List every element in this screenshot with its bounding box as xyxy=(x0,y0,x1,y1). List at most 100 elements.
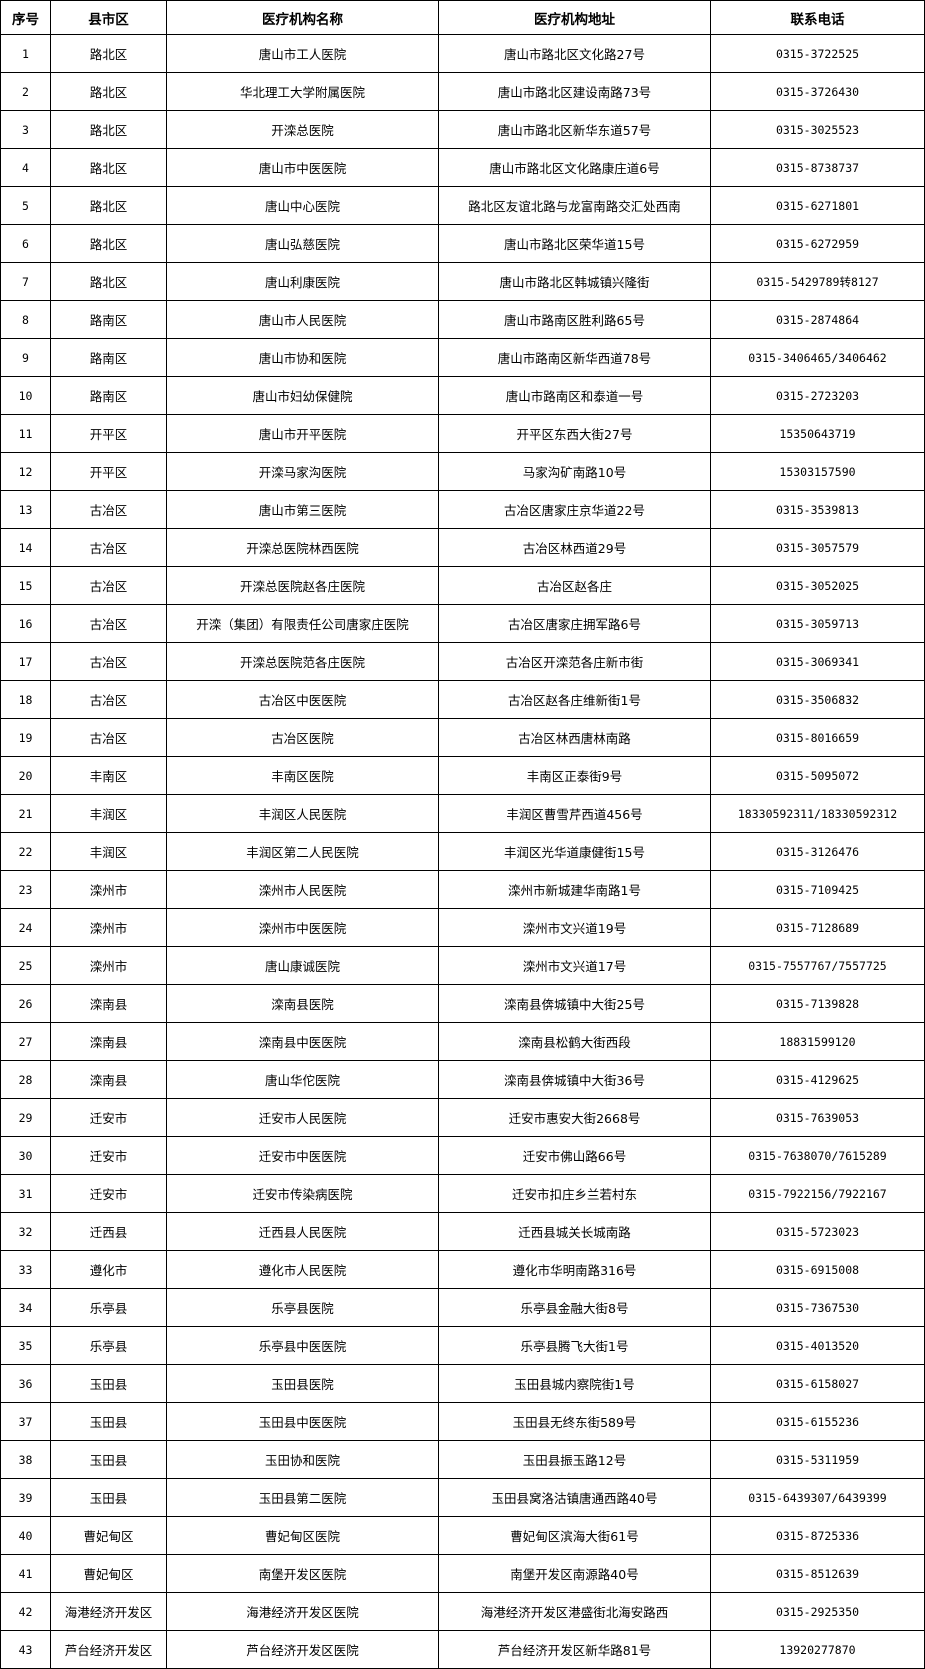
table-row: 20 丰南区 丰南区医院 丰南区正泰街9号 0315-5095072 xyxy=(0,756,925,795)
cell-district: 玉田县 xyxy=(50,1402,167,1441)
table-row: 12 开平区 开滦马家沟医院 马家沟矿南路10号 15303157590 xyxy=(0,452,925,491)
cell-address: 玉田县无终东街589号 xyxy=(438,1402,711,1441)
cell-district: 开平区 xyxy=(50,414,167,453)
cell-name: 唐山市中医医院 xyxy=(166,148,439,187)
cell-address: 玉田县振玉路12号 xyxy=(438,1440,711,1479)
cell-address: 唐山市路南区胜利路65号 xyxy=(438,300,711,339)
cell-phone: 0315-7922156/7922167 xyxy=(710,1174,925,1213)
table-row: 13 古冶区 唐山市第三医院 古冶区唐家庄京华道22号 0315-3539813 xyxy=(0,490,925,529)
cell-address: 滦南县松鹤大街西段 xyxy=(438,1022,711,1061)
cell-address: 古冶区赵各庄 xyxy=(438,566,711,605)
table-row: 28 滦南县 唐山华佗医院 滦南县倴城镇中大街36号 0315-4129625 xyxy=(0,1060,925,1099)
cell-phone: 0315-7128689 xyxy=(710,908,925,947)
cell-phone: 0315-7639053 xyxy=(710,1098,925,1137)
cell-district: 玉田县 xyxy=(50,1364,167,1403)
cell-name: 迁安市人民医院 xyxy=(166,1098,439,1137)
table-row: 18 古冶区 古冶区中医医院 古冶区赵各庄维新街1号 0315-3506832 xyxy=(0,680,925,719)
cell-name: 丰南区医院 xyxy=(166,756,439,795)
cell-phone: 0315-2874864 xyxy=(710,300,925,339)
cell-no: 6 xyxy=(0,224,51,263)
cell-phone: 0315-8016659 xyxy=(710,718,925,757)
table-row: 23 滦州市 滦州市人民医院 滦州市新城建华南路1号 0315-7109425 xyxy=(0,870,925,909)
cell-district: 路北区 xyxy=(50,186,167,225)
cell-address: 唐山市路北区韩城镇兴隆街 xyxy=(438,262,711,301)
header-district: 县市区 xyxy=(50,0,167,35)
cell-district: 玉田县 xyxy=(50,1440,167,1479)
cell-district: 古冶区 xyxy=(50,528,167,567)
cell-no: 37 xyxy=(0,1402,51,1441)
cell-phone: 0315-6271801 xyxy=(710,186,925,225)
cell-name: 滦南县医院 xyxy=(166,984,439,1023)
table-row: 40 曹妃甸区 曹妃甸区医院 曹妃甸区滨海大街61号 0315-8725336 xyxy=(0,1516,925,1555)
cell-no: 14 xyxy=(0,528,51,567)
cell-no: 9 xyxy=(0,338,51,377)
cell-district: 海港经济开发区 xyxy=(50,1592,167,1631)
cell-phone: 0315-8725336 xyxy=(710,1516,925,1555)
table-row: 32 迁西县 迁西县人民医院 迁西县城关长城南路 0315-5723023 xyxy=(0,1212,925,1251)
cell-phone: 0315-3069341 xyxy=(710,642,925,681)
cell-phone: 0315-3726430 xyxy=(710,72,925,111)
cell-name: 唐山市第三医院 xyxy=(166,490,439,529)
cell-district: 滦南县 xyxy=(50,1060,167,1099)
cell-address: 丰润区曹雪芹西道456号 xyxy=(438,794,711,833)
cell-no: 15 xyxy=(0,566,51,605)
cell-name: 唐山市妇幼保健院 xyxy=(166,376,439,415)
cell-address: 滦州市文兴道17号 xyxy=(438,946,711,985)
cell-no: 30 xyxy=(0,1136,51,1175)
cell-address: 曹妃甸区滨海大街61号 xyxy=(438,1516,711,1555)
cell-name: 华北理工大学附属医院 xyxy=(166,72,439,111)
cell-district: 开平区 xyxy=(50,452,167,491)
table-row: 35 乐亭县 乐亭县中医医院 乐亭县腾飞大街1号 0315-4013520 xyxy=(0,1326,925,1365)
table-row: 16 古冶区 开滦（集团）有限责任公司唐家庄医院 古冶区唐家庄拥军路6号 0315-30… xyxy=(0,604,925,643)
cell-address: 马家沟矿南路10号 xyxy=(438,452,711,491)
cell-no: 32 xyxy=(0,1212,51,1251)
cell-no: 43 xyxy=(0,1630,51,1669)
table-row: 41 曹妃甸区 南堡开发区医院 南堡开发区南源路40号 0315-8512639 xyxy=(0,1554,925,1593)
cell-no: 16 xyxy=(0,604,51,643)
cell-no: 4 xyxy=(0,148,51,187)
cell-district: 丰润区 xyxy=(50,794,167,833)
cell-phone: 0315-3025523 xyxy=(710,110,925,149)
cell-no: 21 xyxy=(0,794,51,833)
cell-phone: 0315-3059713 xyxy=(710,604,925,643)
cell-phone: 0315-3506832 xyxy=(710,680,925,719)
cell-address: 芦台经济开发区新华路81号 xyxy=(438,1630,711,1669)
cell-no: 26 xyxy=(0,984,51,1023)
cell-address: 南堡开发区南源路40号 xyxy=(438,1554,711,1593)
cell-no: 5 xyxy=(0,186,51,225)
cell-no: 34 xyxy=(0,1288,51,1327)
cell-no: 13 xyxy=(0,490,51,529)
cell-phone: 0315-7557767/7557725 xyxy=(710,946,925,985)
cell-no: 17 xyxy=(0,642,51,681)
cell-no: 12 xyxy=(0,452,51,491)
cell-no: 38 xyxy=(0,1440,51,1479)
cell-name: 开滦马家沟医院 xyxy=(166,452,439,491)
table-row: 7 路北区 唐山利康医院 唐山市路北区韩城镇兴隆街 0315-5429789转8127 xyxy=(0,262,925,301)
table-row: 17 古冶区 开滦总医院范各庄医院 古冶区开滦范各庄新市街 0315-3069341 xyxy=(0,642,925,681)
cell-no: 2 xyxy=(0,72,51,111)
cell-address: 唐山市路南区和泰道一号 xyxy=(438,376,711,415)
cell-no: 24 xyxy=(0,908,51,947)
cell-address: 丰润区光华道康健街15号 xyxy=(438,832,711,871)
cell-district: 古冶区 xyxy=(50,718,167,757)
cell-district: 芦台经济开发区 xyxy=(50,1630,167,1669)
cell-phone: 15350643719 xyxy=(710,414,925,453)
table-row: 34 乐亭县 乐亭县医院 乐亭县金融大街8号 0315-7367530 xyxy=(0,1288,925,1327)
cell-no: 11 xyxy=(0,414,51,453)
table-row: 36 玉田县 玉田县医院 玉田县城内察院街1号 0315-6158027 xyxy=(0,1364,925,1403)
cell-district: 古冶区 xyxy=(50,680,167,719)
cell-phone: 0315-5311959 xyxy=(710,1440,925,1479)
cell-phone: 0315-7109425 xyxy=(710,870,925,909)
cell-district: 遵化市 xyxy=(50,1250,167,1289)
cell-name: 曹妃甸区医院 xyxy=(166,1516,439,1555)
cell-district: 丰南区 xyxy=(50,756,167,795)
cell-name: 玉田协和医院 xyxy=(166,1440,439,1479)
cell-district: 迁西县 xyxy=(50,1212,167,1251)
cell-no: 3 xyxy=(0,110,51,149)
table-row: 9 路南区 唐山市协和医院 唐山市路南区新华西道78号 0315-3406465/340… xyxy=(0,338,925,377)
table-row: 1 路北区 唐山市工人医院 唐山市路北区文化路27号 0315-3722525 xyxy=(0,34,925,73)
cell-district: 古冶区 xyxy=(50,642,167,681)
cell-name: 迁安市传染病医院 xyxy=(166,1174,439,1213)
cell-name: 迁安市中医医院 xyxy=(166,1136,439,1175)
